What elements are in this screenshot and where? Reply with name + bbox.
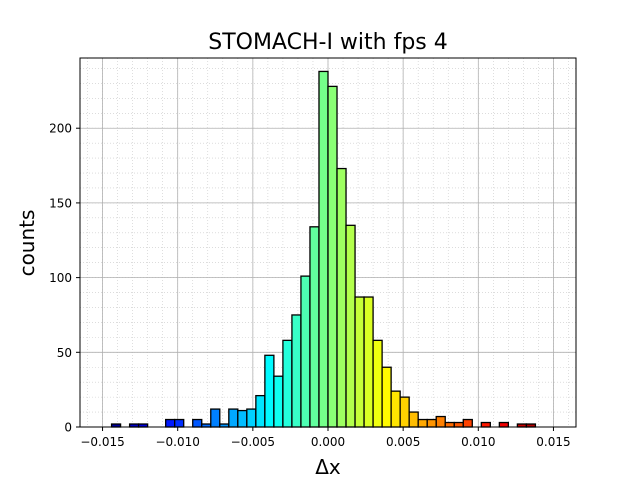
histogram-bar [309, 226, 320, 428]
histogram-bar [174, 418, 185, 428]
histogram-bar [228, 408, 239, 428]
histogram-bar [336, 167, 347, 428]
histogram-bar [417, 418, 428, 428]
histogram-bar [255, 394, 266, 428]
axes-layer: −0.015 −0.010 −0.005 0.000 0.005 0.010 0.015 0 5… [49, 57, 577, 449]
histogram-bar [264, 354, 275, 428]
histogram-bar [444, 421, 455, 428]
histogram-bar [282, 339, 293, 428]
bars-layer [110, 70, 537, 428]
histogram-bar [426, 418, 437, 428]
histogram-bar [318, 70, 329, 428]
y-tick-label: 50 [57, 346, 72, 360]
histogram-bar [165, 418, 176, 428]
y-tick-label: 200 [49, 122, 72, 136]
x-tick-label: 0.005 [386, 435, 420, 449]
x-tick-label: 0.015 [536, 435, 570, 449]
x-tick-label: 0.000 [311, 435, 345, 449]
histogram-bar [453, 421, 464, 428]
x-tick-label: −0.005 [231, 435, 275, 449]
x-tick-label: −0.015 [80, 435, 124, 449]
histogram-bar [354, 296, 365, 428]
histogram-bar [291, 314, 302, 428]
histogram-bar [462, 418, 473, 428]
histogram-bar [273, 375, 284, 428]
x-tick-label: −0.010 [155, 435, 199, 449]
histogram-bar [480, 421, 491, 428]
y-tick-label: 0 [64, 421, 72, 435]
x-tick-label: 0.010 [461, 435, 495, 449]
chart-title: STOMACH-I with fps 4 [208, 30, 448, 55]
histogram-bar [363, 296, 374, 428]
histogram-bar [327, 85, 338, 428]
histogram-bar [435, 415, 446, 428]
histogram-bar [345, 224, 356, 428]
histogram-bar [498, 421, 510, 428]
histogram-bar [408, 411, 419, 428]
y-tick-label: 100 [49, 271, 72, 285]
histogram-bar [372, 339, 383, 428]
histogram-bar [381, 366, 392, 428]
histogram-bar [210, 408, 221, 428]
histogram-bar [300, 275, 311, 428]
histogram-bar [390, 390, 401, 428]
y-tick-label: 150 [49, 196, 72, 210]
histogram-bar [246, 408, 257, 428]
histogram-bar [399, 396, 410, 428]
histogram-bar [237, 409, 248, 428]
histogram-bar [192, 418, 203, 428]
x-axis-label: Δx [315, 455, 341, 479]
y-axis-label: counts [15, 210, 39, 277]
